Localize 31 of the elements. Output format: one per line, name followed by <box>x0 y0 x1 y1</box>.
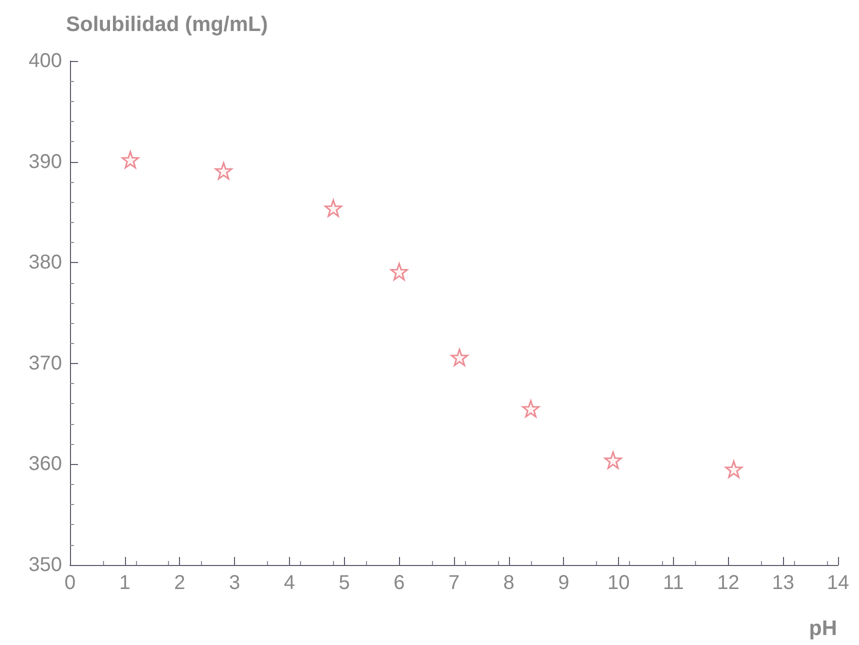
point <box>390 262 408 280</box>
y-tick-label: 360 <box>28 453 62 476</box>
y-tick-label: 400 <box>28 50 62 72</box>
x-tick-label: 6 <box>394 572 405 594</box>
y-tick-label: 370 <box>28 352 62 374</box>
x-tick-label: 9 <box>558 572 570 594</box>
x-tick-label: 14 <box>826 572 850 594</box>
y-axis-title: Solubilidad (mg/mL) <box>66 13 268 36</box>
x-tick-label: 7 <box>448 572 460 594</box>
y-tick-label: 380 <box>28 252 62 274</box>
x-tick-label: 8 <box>503 572 514 594</box>
x-tick-label: 13 <box>772 572 794 594</box>
point <box>725 460 743 478</box>
x-tick-label: 12 <box>717 572 740 594</box>
x-axis-title: pH <box>809 617 838 640</box>
x-tick-label: 5 <box>338 572 350 594</box>
y-tick-label: 350 <box>28 554 62 576</box>
point <box>604 451 622 469</box>
point <box>324 199 342 217</box>
x-tick-label: 3 <box>229 572 240 594</box>
x-tick-label: 0 <box>64 572 76 594</box>
point <box>122 151 140 169</box>
point <box>522 400 540 418</box>
x-tick-label: 11 <box>663 572 684 594</box>
point <box>450 348 468 366</box>
x-tick-label: 1 <box>119 572 130 594</box>
x-tick-label: 4 <box>284 572 295 594</box>
x-tick-label: 2 <box>174 572 186 594</box>
x-tick-label: 10 <box>607 572 630 594</box>
point <box>214 162 232 180</box>
y-tick-label: 390 <box>28 150 62 173</box>
